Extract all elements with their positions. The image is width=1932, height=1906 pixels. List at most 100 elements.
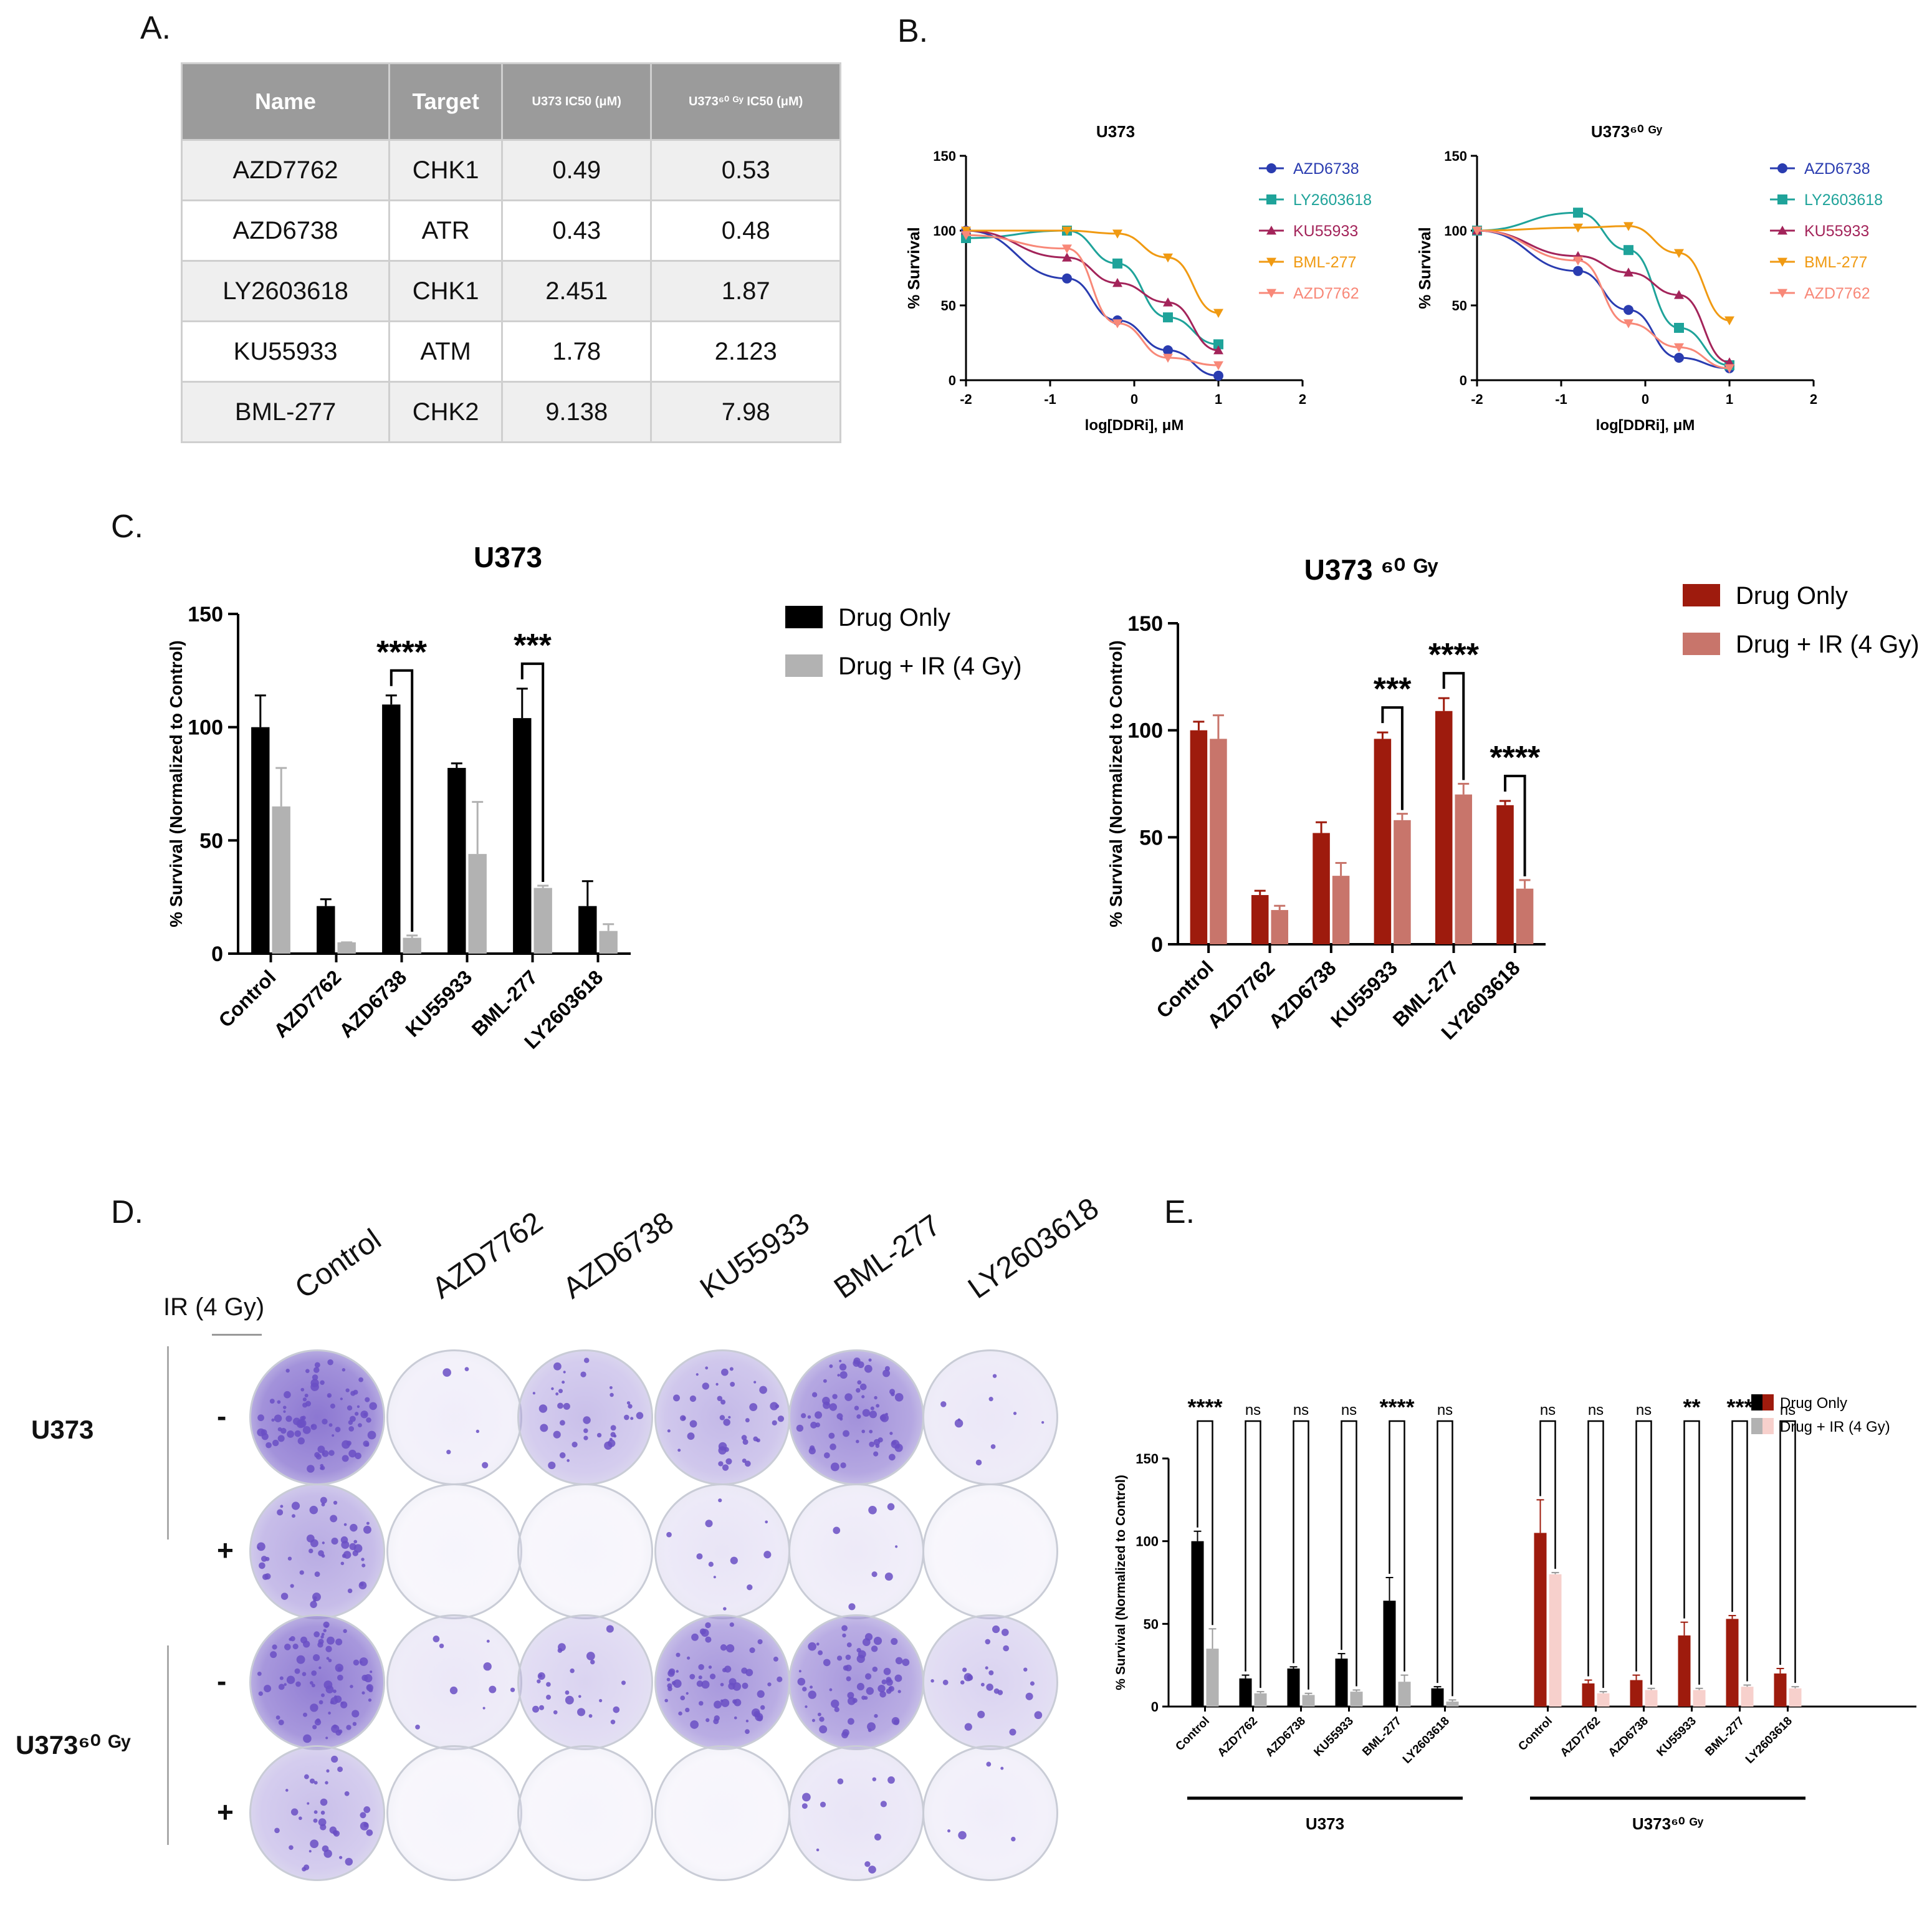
y-tick-label: 150 [1444,148,1467,164]
panel-label-b: B. [897,13,929,49]
colony [305,1369,310,1374]
colony [1025,1692,1033,1700]
colony [363,1822,369,1827]
bar-drug-ir [1302,1695,1315,1707]
colony [312,1725,317,1730]
plate-column-label: BML-277 [828,1209,947,1306]
dose-curve-azd7762 [965,234,1219,366]
data-point [1163,312,1173,323]
colony [990,1444,996,1449]
significance-bracket [1341,1420,1357,1687]
significance-bracket [1293,1420,1309,1690]
colony [551,1387,554,1391]
bar-drug-ir-4-gy- [533,888,552,954]
colony [284,1391,291,1399]
colony [864,1861,871,1867]
colony [840,1462,846,1468]
legend-marker [1266,194,1276,204]
bar-drug-only [1630,1680,1643,1707]
colony [964,1673,972,1682]
colony-plate [386,1349,522,1485]
colony [902,1659,910,1666]
colony [777,1415,785,1422]
y-tick-label: 150 [933,148,956,164]
legend-swatch [1762,1394,1774,1410]
x-tick-label: Control [1173,1715,1212,1754]
panel-label-a: A. [140,10,171,46]
colony [257,1546,260,1549]
bar-drug-ir [1254,1693,1267,1707]
colony [719,1415,725,1420]
colony [811,1392,818,1397]
data-point [1624,222,1633,231]
colony [713,1576,716,1579]
colony [332,1434,335,1437]
colony-dots [796,1357,904,1472]
y-axis-label: % Survival (Normalized to Control) [1106,640,1126,927]
data-point [1724,316,1734,325]
colony [701,1680,710,1689]
data-point [1062,226,1072,236]
colony [666,1677,671,1682]
legend-swatch [785,606,823,628]
bar-drug-ir [1398,1682,1411,1707]
colony [868,1358,872,1362]
colony [819,1717,825,1722]
colony [538,1674,543,1678]
colony [894,1444,903,1452]
colony [613,1706,620,1713]
colony [874,1833,881,1841]
data-point [1112,319,1122,328]
plate-column-label: Control [289,1223,388,1306]
table-cell: ATR [388,199,504,262]
y-tick-label: 150 [188,603,223,626]
significance-label: **** [376,635,428,671]
colony [613,1434,617,1438]
colony [548,1461,556,1470]
colony [856,1387,861,1393]
colony [808,1690,816,1699]
colony [856,1414,861,1419]
colony [957,1418,961,1422]
row-group-u373: U373 [31,1415,94,1444]
bar-drug-ir-4-gy- [1455,794,1473,944]
bar-drug-ir-4-gy- [599,931,618,954]
colony [353,1659,360,1666]
colony [880,1414,889,1422]
legend-marker [1777,257,1787,267]
legend-label: Drug Only [1736,582,1848,610]
colony [829,1364,833,1368]
colony [361,1691,365,1695]
colony [834,1707,839,1712]
colony-dots [947,1761,1016,1842]
colony [847,1718,854,1725]
ir-sign: + [217,1534,234,1566]
colony [680,1695,686,1701]
colony [798,1670,801,1673]
colony [870,1406,874,1410]
colony [269,1399,275,1404]
colony [718,1498,722,1503]
colony [718,1446,727,1455]
significance-label: **** [1490,740,1541,776]
y-tick-label: 100 [933,223,956,239]
colony [962,1667,967,1672]
data-point [1674,323,1684,333]
colony [986,1761,992,1767]
colony [261,1556,267,1562]
colony [861,1695,866,1700]
colony [833,1526,841,1535]
colony [876,1404,880,1408]
significance-bracket [1245,1420,1261,1688]
legend-marker [1777,226,1787,235]
colony [689,1395,697,1402]
colony [839,1363,847,1371]
colony [842,1633,846,1638]
colony [830,1462,839,1472]
colony [290,1584,294,1588]
colony [331,1538,338,1545]
bar-drug-ir [1206,1649,1219,1707]
colony [866,1687,874,1695]
colony [1041,1420,1045,1424]
y-tick-label: 50 [1139,826,1163,850]
